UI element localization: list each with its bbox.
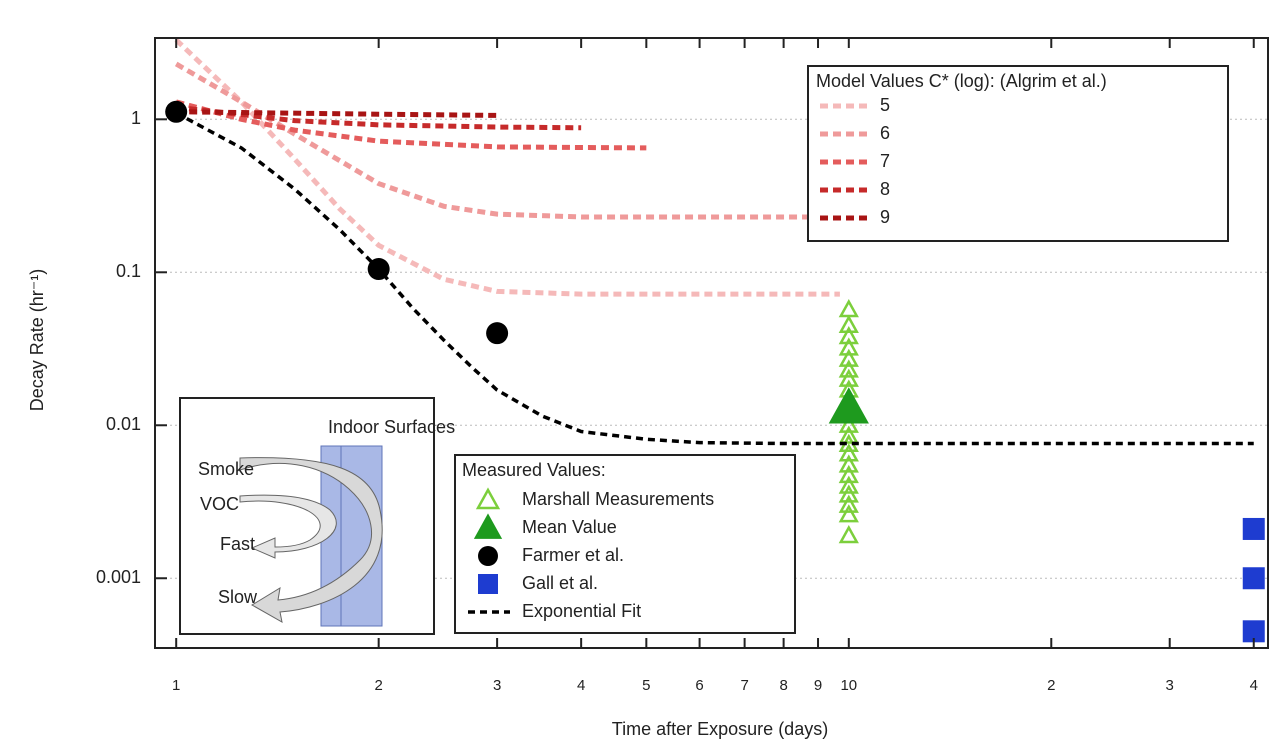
y-tick-label: 0.1	[116, 261, 141, 281]
inset-label: Fast	[220, 534, 255, 554]
marker	[838, 494, 859, 513]
x-tick-label: 7	[740, 677, 748, 694]
marker	[838, 414, 859, 433]
fast-arrow	[239, 494, 337, 559]
marker	[1242, 517, 1265, 540]
slow-arrow	[239, 457, 383, 623]
marker	[838, 314, 859, 333]
legend-box	[807, 65, 1229, 242]
legend-swatch	[478, 546, 498, 566]
marker	[838, 484, 859, 503]
marker	[838, 299, 859, 318]
marker	[838, 359, 859, 378]
marker	[838, 504, 859, 523]
x-axis-title: Time after Exposure (days)	[612, 719, 828, 739]
marker	[828, 387, 869, 424]
marker	[1242, 620, 1265, 643]
legend-swatch	[475, 487, 501, 510]
marker	[838, 454, 859, 473]
axes: 1 2 3 4 5 6 7 8 9 10 2 3 4 0.001 0.01 0.1 1	[96, 38, 1258, 694]
legend-label: 7	[880, 151, 890, 171]
marker	[838, 348, 859, 367]
x-tick-label: 3	[493, 677, 501, 694]
inset-label: Smoke	[198, 459, 254, 479]
legend-swatch	[473, 513, 503, 539]
marker	[838, 525, 859, 544]
legend-label: Marshall Measurements	[522, 489, 714, 509]
y-tick-label: 0.01	[106, 414, 141, 434]
legend-label: 5	[880, 95, 890, 115]
legend-title: Model Values C* (log): (Algrim et al.)	[816, 71, 1107, 91]
marker	[838, 368, 859, 387]
model-line	[174, 38, 840, 297]
legend-label: 6	[880, 123, 890, 143]
inset-label: Slow	[218, 587, 258, 607]
marker	[838, 325, 859, 345]
y-tick-label: 1	[131, 108, 141, 128]
legend-title: Measured Values:	[462, 460, 606, 480]
x-tick-label: 2	[1047, 677, 1055, 694]
x-tick-label: 5	[642, 677, 650, 694]
legend-label: Farmer et al.	[522, 545, 624, 565]
marker	[838, 337, 859, 356]
inset-label: VOC	[200, 494, 239, 514]
model-line	[175, 104, 582, 131]
fit-line	[175, 111, 1254, 446]
legends: Model Values C* (log): (Algrim et al.) 5 6…	[454, 65, 1229, 634]
y-axis-title: Decay Rate (hr⁻¹)	[27, 269, 47, 412]
marker	[838, 464, 859, 484]
legend-label: Gall et al.	[522, 573, 598, 593]
legend-label: 8	[880, 179, 890, 199]
marker	[838, 443, 859, 462]
marker	[838, 475, 859, 494]
inset: Indoor Surfaces Smoke VOC Fast Slow	[179, 397, 455, 635]
model-line	[175, 99, 647, 151]
x-tick-label: 8	[779, 677, 787, 694]
model-line	[176, 109, 498, 118]
marker	[486, 322, 509, 345]
x-tick-label: 1	[172, 677, 180, 694]
marker	[165, 100, 188, 123]
y-tick-label: 0.001	[96, 567, 141, 587]
marker	[1242, 567, 1265, 590]
model-line	[174, 61, 849, 220]
legend-label: Exponential Fit	[522, 601, 641, 621]
marker	[838, 425, 859, 444]
plot-frame	[154, 37, 1269, 649]
x-tick-label: 4	[577, 677, 585, 694]
x-tick-label: 6	[695, 677, 703, 694]
legend-label: 9	[880, 207, 890, 227]
x-tick-label: 4	[1250, 677, 1258, 694]
x-tick-label: 2	[375, 677, 383, 694]
inset-title: Indoor Surfaces	[328, 417, 455, 437]
x-tick-label: 9	[814, 677, 822, 694]
legend-box	[454, 454, 796, 634]
x-tick-label: 3	[1166, 677, 1174, 694]
legend-label: Mean Value	[522, 517, 617, 537]
legend-swatch	[478, 574, 498, 594]
x-tick-label: 10	[840, 677, 857, 694]
plot	[165, 38, 1265, 643]
